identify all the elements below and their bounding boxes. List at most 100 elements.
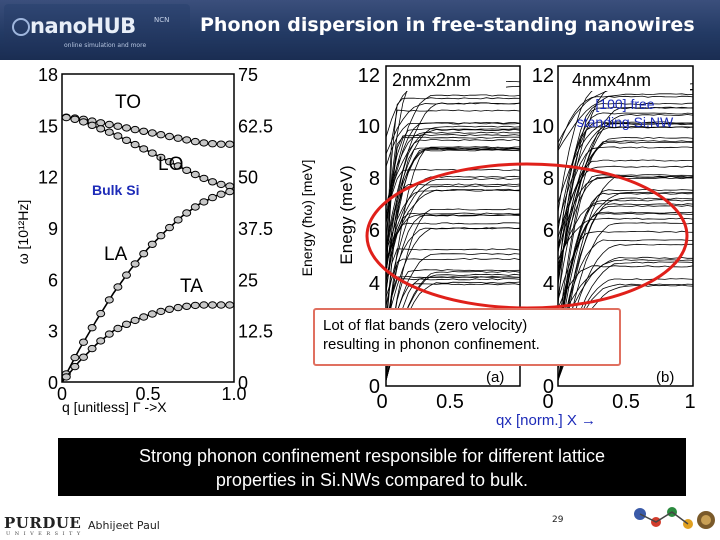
panel-b-y-tick: 0	[543, 376, 554, 398]
bulk-data-point	[225, 187, 235, 196]
bulk-branches	[61, 113, 235, 383]
bulk-data-point	[96, 337, 106, 345]
nw-band-line	[557, 146, 694, 251]
panel-a-tag: (a)	[486, 369, 504, 386]
panel-a-x-tick-labels: 0 0.5	[376, 391, 463, 413]
nw-band-line	[557, 106, 694, 305]
bulk-dispersion-chart: 18 15 12 9 6 3 0 75 62.5 50 37.5 25 12.5 0 0 0.5 1.0 T…	[15, 65, 315, 415]
bulk-data-point	[79, 338, 88, 346]
nw-band-line	[557, 243, 693, 381]
nw-band-line	[557, 211, 694, 337]
bulk-data-point	[122, 271, 131, 279]
bulk-data-point	[130, 125, 140, 134]
nw-band-line	[385, 122, 521, 224]
bulk-data-point	[96, 309, 106, 318]
bulk-data-point	[216, 180, 226, 189]
bulk-data-point	[208, 140, 217, 148]
nw-annotation-line-2: standing Si.NW	[576, 114, 674, 130]
bulk-right-tick: 62.5	[238, 116, 273, 136]
bulk-data-point	[139, 127, 149, 136]
panel-b-y-tick: 6	[543, 220, 554, 242]
nw-band-line	[385, 178, 521, 264]
bulk-data-point	[156, 153, 166, 162]
bulk-right-tick: 37.5	[238, 219, 273, 239]
branch-label-lo: LO	[158, 154, 183, 175]
nw-band-line	[557, 141, 694, 281]
bulk-data-point	[199, 174, 209, 183]
callout-line-2: resulting in phonon confinement.	[323, 336, 540, 353]
bulk-data-point	[70, 362, 80, 371]
panel-b-x-tick: 0.5	[612, 391, 640, 413]
bulk-data-point	[190, 203, 200, 211]
nw-band-line	[557, 212, 694, 356]
nw-band-line	[557, 122, 694, 204]
nw-band-line	[557, 140, 694, 333]
panel-a-y-tick: 12	[358, 65, 380, 87]
panel-a-y-tick: 0	[369, 376, 380, 398]
bulk-data-point	[87, 344, 97, 353]
branch-label-ta: TA	[180, 276, 203, 297]
bulk-data-point	[165, 305, 174, 313]
nw-band-line	[557, 222, 694, 382]
bulk-data-point	[139, 250, 149, 258]
bulk-data-point	[199, 301, 209, 309]
nw-band-line	[385, 109, 521, 259]
panel-a-y-tick: 10	[358, 116, 380, 138]
nw-band-line	[385, 253, 521, 355]
panel-a-y-tick: 4	[369, 273, 380, 295]
bulk-data-point	[96, 125, 106, 133]
panel-b-x-tick-labels: 0 0.5 1	[542, 391, 695, 413]
bulk-left-tick: 6	[48, 270, 58, 290]
panel-b-title: 4nmx4nm	[572, 70, 651, 90]
nw-band-line	[385, 188, 521, 260]
nw-band-line	[557, 192, 694, 347]
bulk-left-tick: 3	[48, 322, 58, 342]
panel-a-y-tick: 6	[369, 220, 380, 242]
branch-label-to: TO	[115, 92, 141, 113]
qx-label-text: qx [norm.] X	[496, 412, 577, 429]
bulk-data-point	[61, 113, 71, 122]
bulk-data-point	[208, 178, 217, 186]
bulk-data-point	[208, 301, 217, 309]
nw-band-line	[385, 269, 521, 381]
nw-band-line	[557, 112, 694, 231]
arrow-right-icon: →	[581, 412, 597, 429]
bulk-data-point	[165, 132, 174, 141]
bulk-data-point	[216, 140, 226, 148]
bulk-data-point	[225, 140, 235, 148]
bulk-data-point	[216, 190, 226, 198]
flat-bands-callout: Lot of flat bands (zero velocity) result…	[313, 308, 621, 366]
bulk-data-point	[122, 124, 131, 132]
nanohub-logo[interactable]: nanoHUB online simulation and more NCN	[4, 4, 190, 54]
logo-subtitle: online simulation and more	[64, 42, 147, 49]
bulk-data-point	[156, 232, 166, 240]
bulk-data-point	[104, 128, 114, 136]
nw-band-line	[557, 256, 693, 346]
purdue-logo-sub: UNIVERSITY	[6, 531, 85, 537]
bulk-right-tick: 25	[238, 270, 258, 290]
nw-band-line	[385, 278, 521, 360]
nw-band-line	[557, 136, 694, 246]
bulk-data-point	[182, 136, 192, 144]
bulk-data-point	[96, 119, 106, 127]
bulk-right-tick-labels: 75 62.5 50 37.5 25 12.5 0	[238, 65, 273, 393]
bulk-data-point	[130, 140, 140, 149]
nw-annotation-line-1: [100] free	[595, 96, 655, 112]
bulk-data-point	[156, 307, 166, 316]
nw-band-line	[385, 102, 521, 247]
bulk-data-point	[113, 283, 123, 291]
bulk-data-point	[147, 149, 157, 157]
nw-band-line	[557, 197, 694, 353]
panel-a-y-tick-labels: 12 10 8 6 4 0	[358, 65, 380, 398]
bulk-data-point	[104, 120, 114, 129]
nw-band-line	[385, 270, 521, 382]
bulk-data-point	[182, 209, 192, 217]
bulk-data-point	[165, 158, 174, 166]
panel-a-y-tick: 8	[369, 168, 380, 190]
nw-band-line	[557, 126, 694, 253]
bulk-right-tick: 0	[238, 373, 248, 393]
bulk-x-tick: 0.5	[135, 384, 160, 404]
nw-band-line	[557, 189, 694, 333]
bulk-data-point	[130, 260, 140, 268]
bulk-data-point	[190, 137, 200, 146]
